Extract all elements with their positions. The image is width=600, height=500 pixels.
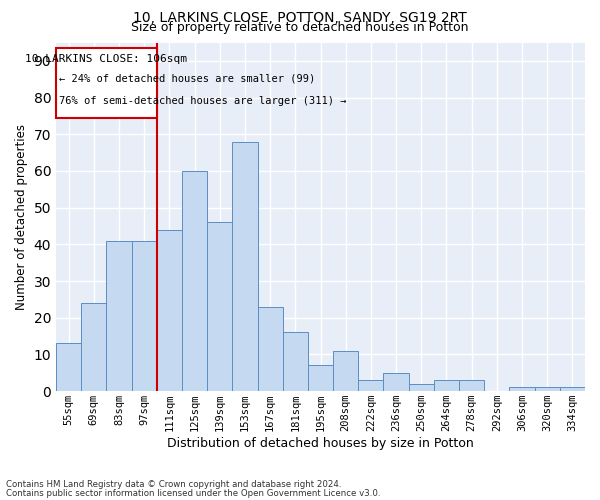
Bar <box>56 344 81 391</box>
Bar <box>560 388 585 391</box>
Bar <box>232 142 257 391</box>
Bar <box>509 388 535 391</box>
Y-axis label: Number of detached properties: Number of detached properties <box>15 124 28 310</box>
Bar <box>81 303 106 391</box>
Bar <box>257 307 283 391</box>
Bar <box>182 171 207 391</box>
Text: ← 24% of detached houses are smaller (99): ← 24% of detached houses are smaller (99… <box>59 74 316 84</box>
Bar <box>434 380 459 391</box>
Bar <box>283 332 308 391</box>
X-axis label: Distribution of detached houses by size in Potton: Distribution of detached houses by size … <box>167 437 474 450</box>
Bar <box>333 351 358 391</box>
Bar <box>207 222 232 391</box>
Text: 10, LARKINS CLOSE, POTTON, SANDY, SG19 2RT: 10, LARKINS CLOSE, POTTON, SANDY, SG19 2… <box>133 11 467 25</box>
Bar <box>535 388 560 391</box>
Text: Size of property relative to detached houses in Potton: Size of property relative to detached ho… <box>131 21 469 34</box>
Text: 10 LARKINS CLOSE: 106sqm: 10 LARKINS CLOSE: 106sqm <box>25 54 187 64</box>
Bar <box>308 366 333 391</box>
Bar <box>358 380 383 391</box>
Bar <box>131 240 157 391</box>
Bar <box>409 384 434 391</box>
Bar <box>106 240 131 391</box>
Text: Contains public sector information licensed under the Open Government Licence v3: Contains public sector information licen… <box>6 488 380 498</box>
Bar <box>383 373 409 391</box>
Text: Contains HM Land Registry data © Crown copyright and database right 2024.: Contains HM Land Registry data © Crown c… <box>6 480 341 489</box>
Bar <box>157 230 182 391</box>
FancyBboxPatch shape <box>56 48 157 117</box>
Text: 76% of semi-detached houses are larger (311) →: 76% of semi-detached houses are larger (… <box>59 96 347 106</box>
Bar <box>459 380 484 391</box>
